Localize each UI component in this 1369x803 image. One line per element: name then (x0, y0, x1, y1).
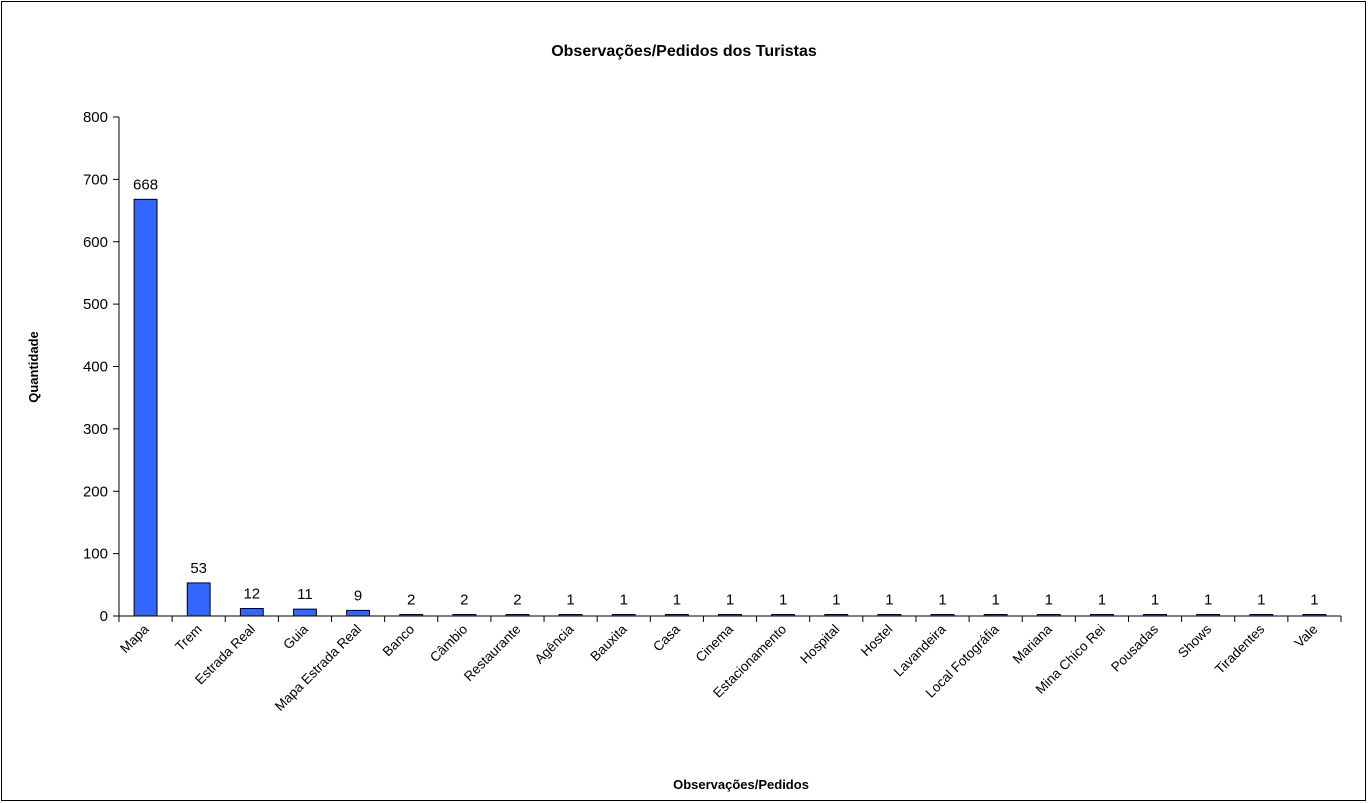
data-label: 1 (673, 592, 681, 609)
data-label: 1 (1151, 592, 1159, 609)
x-tick-label: Guia (280, 621, 311, 652)
data-label: 12 (243, 586, 260, 603)
x-tick-label: Restaurante (461, 622, 524, 685)
y-tick-label: 700 (83, 171, 108, 188)
data-label: 2 (513, 592, 521, 609)
x-tick-label: Tiradentes (1212, 621, 1268, 677)
x-tick-label: Câmbio (427, 622, 471, 666)
data-label: 2 (460, 592, 468, 609)
bar (1196, 614, 1221, 617)
bar (771, 614, 796, 617)
y-tick-label: 100 (83, 546, 108, 563)
x-tick-label: Shows (1175, 621, 1214, 660)
bar (1302, 614, 1327, 617)
y-tick-label: 600 (83, 234, 108, 251)
y-tick-label: 200 (83, 483, 108, 500)
x-tick-label: Mapa (117, 621, 152, 656)
data-label: 1 (938, 592, 946, 609)
bar (824, 614, 849, 617)
y-tick-label: 0 (100, 608, 108, 625)
y-tick-label: 300 (83, 421, 108, 438)
bar (611, 614, 636, 617)
data-label: 9 (354, 587, 362, 604)
bar (930, 614, 955, 617)
y-tick-label: 800 (83, 109, 108, 126)
y-axis-title: Quantidade (26, 331, 41, 403)
bar (505, 614, 530, 617)
x-tick-label: Vale (1292, 622, 1321, 651)
x-tick-label: Hospital (797, 622, 842, 667)
bar (399, 614, 424, 617)
bar (1143, 614, 1167, 617)
bar (1036, 614, 1061, 617)
bar (452, 614, 477, 617)
data-label: 53 (190, 560, 207, 577)
data-label: 1 (885, 592, 893, 609)
bar (877, 614, 902, 617)
x-tick-label: Bauxita (587, 621, 630, 664)
x-tick-label: Agência (532, 621, 577, 666)
bar (983, 614, 1008, 617)
data-label: 1 (1310, 592, 1318, 609)
x-tick-label: Hostel (858, 622, 896, 660)
data-label: 1 (1098, 592, 1106, 609)
x-axis-title: Observações/Pedidos (673, 777, 809, 792)
y-ticks: 0 100 200 300 400 500 600 700 800 (83, 109, 119, 625)
data-label: 1 (620, 592, 628, 609)
data-label: 1 (566, 592, 574, 609)
bar (133, 198, 158, 617)
x-tick-label: Cinema (693, 621, 737, 665)
bar (664, 614, 689, 617)
y-tick-label: 400 (83, 359, 108, 376)
data-label: 2 (407, 592, 415, 609)
chart-title: Observações/Pedidos dos Turistas (551, 43, 817, 60)
y-tick-label: 500 (83, 296, 108, 313)
x-tick-label: Trem (172, 622, 205, 655)
bar (1089, 614, 1114, 617)
bar (1249, 614, 1274, 617)
bar (293, 608, 317, 617)
bar (718, 614, 742, 617)
data-label: 1 (832, 592, 840, 609)
data-label: 1 (1257, 592, 1265, 609)
data-label: 1 (1204, 592, 1212, 609)
x-tick-label: Banco (380, 622, 418, 660)
data-label: 11 (297, 586, 313, 603)
x-tick-label: Mariana (1010, 621, 1055, 666)
data-label: 1 (779, 592, 787, 609)
bar (346, 609, 371, 617)
bar (186, 582, 211, 617)
data-label: 1 (991, 592, 999, 609)
data-label: 1 (1045, 592, 1053, 609)
x-tick-label: Casa (650, 621, 683, 654)
data-label: 1 (726, 592, 734, 609)
bar (558, 614, 583, 617)
x-tick-label: Pousadas (1108, 621, 1161, 674)
bar (239, 608, 264, 617)
axes (118, 117, 1342, 622)
x-tick-label: Lavandeira (891, 621, 949, 679)
data-label: 668 (133, 176, 158, 193)
bars (133, 198, 1327, 617)
